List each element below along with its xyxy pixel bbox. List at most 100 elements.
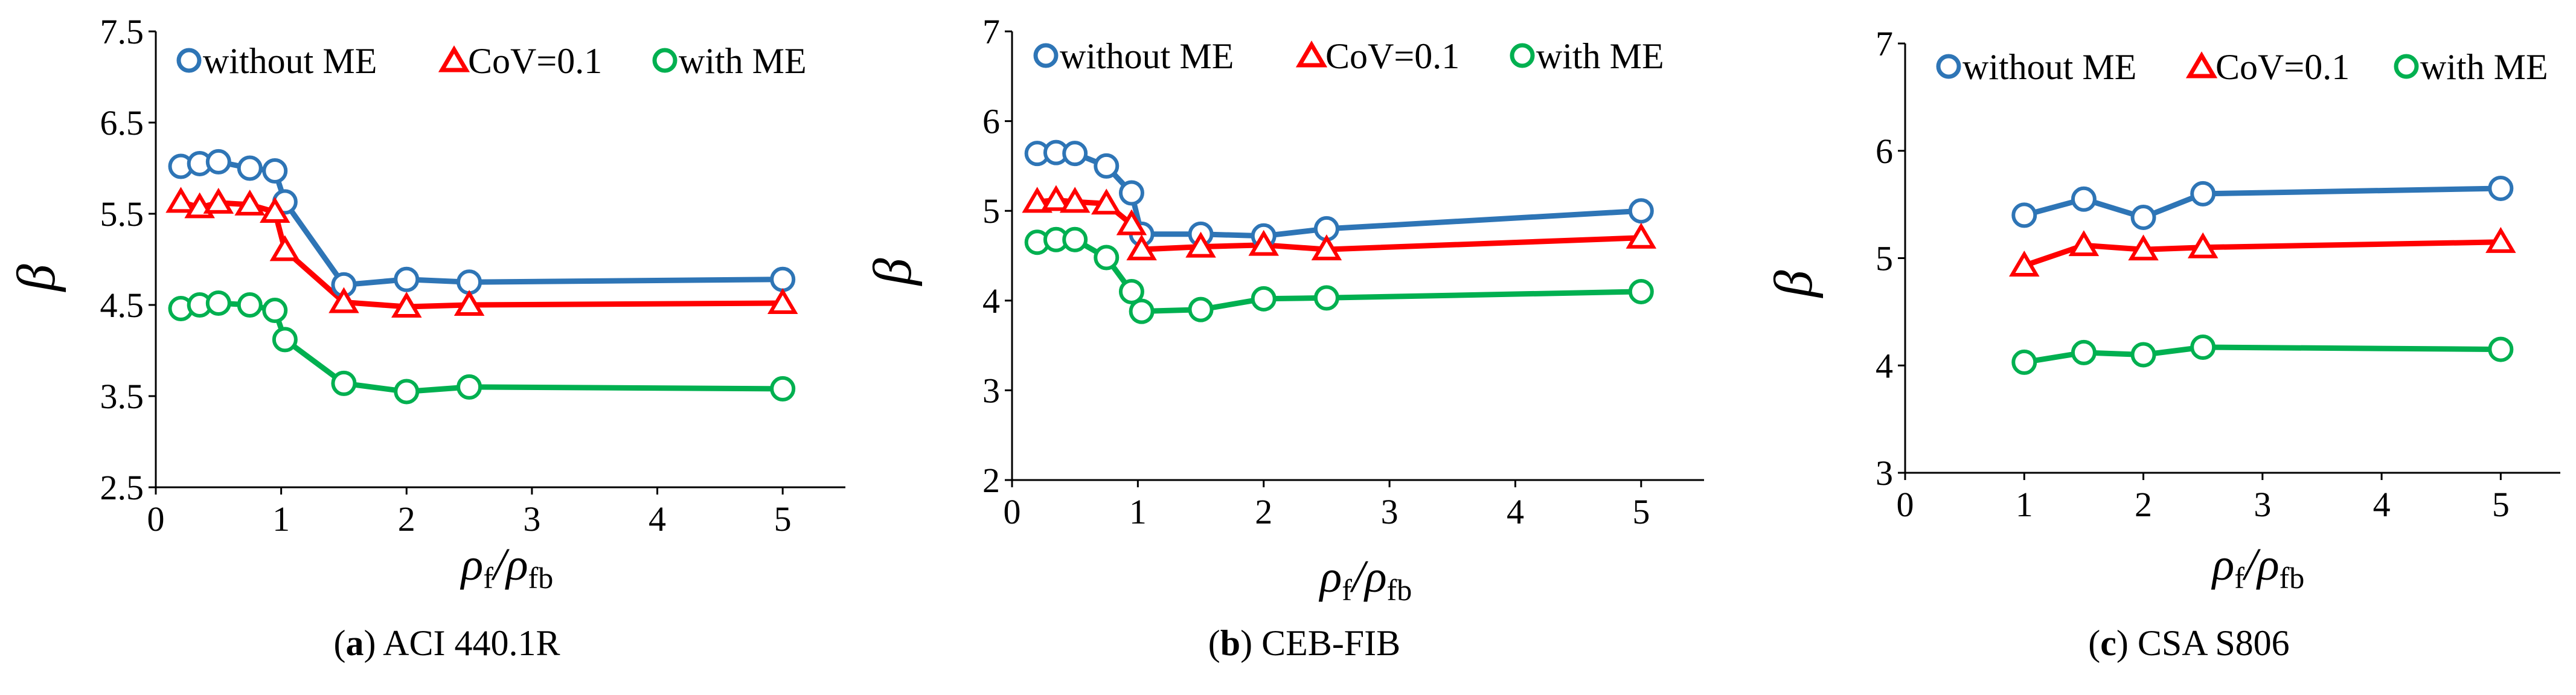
- y-tick-label: 6: [982, 102, 1000, 141]
- data-point-without-me: [2071, 186, 2097, 212]
- x-tick-label: 4: [2373, 485, 2391, 524]
- data-point-cov-0-1: [453, 290, 485, 316]
- x-tick-label: 1: [272, 499, 290, 539]
- data-point-cov-0-1: [2068, 230, 2100, 257]
- data-point-cov-0-1: [234, 189, 265, 216]
- data-point-cov-0-1: [767, 288, 798, 314]
- x-tick-label: 3: [1381, 492, 1399, 531]
- y-tick-label: 5.5: [100, 194, 144, 234]
- data-point-with-me: [262, 298, 288, 324]
- data-point-with-me: [2071, 339, 2097, 365]
- data-point-cov-0-1: [1059, 187, 1091, 213]
- panel-c: 3 4 5 6 7 0 1 2 3 4 5 without ME CoV=0.1 with ME β…: [1764, 24, 2560, 663]
- data-point-with-me: [457, 374, 482, 400]
- x-tick-label: 0: [1004, 492, 1021, 531]
- data-point-cov-0-1: [2009, 251, 2040, 277]
- panel-a-caption: (a) ACI 440.1R: [333, 623, 560, 663]
- legend-marker-without-me: [176, 48, 202, 73]
- y-tick-label: 3: [1876, 453, 1893, 493]
- x-tick-label: 5: [1632, 492, 1650, 531]
- data-point-cov-0-1: [269, 235, 301, 261]
- data-point-with-me: [1094, 245, 1120, 271]
- data-point-with-me: [394, 379, 420, 405]
- x-tick-label: 3: [2254, 485, 2271, 524]
- data-point-cov-0-1: [203, 187, 234, 214]
- data-point-with-me: [272, 327, 298, 353]
- x-tick-label: 2: [2135, 485, 2152, 524]
- x-tick-label: 0: [1897, 485, 1914, 524]
- panel-b-legend: without ME CoV=0.1 with ME: [1033, 36, 1664, 76]
- legend-label-cov: CoV=0.1: [468, 41, 602, 81]
- y-tick-label: 4.5: [100, 286, 144, 325]
- data-point-with-me: [2130, 342, 2156, 368]
- data-point-with-me: [1118, 278, 1144, 304]
- legend-label-cov: CoV=0.1: [2216, 47, 2350, 87]
- panel-b-y-axis-label: β: [863, 258, 923, 286]
- data-point-without-me: [262, 158, 288, 184]
- data-point-cov-0-1: [1040, 185, 1072, 211]
- panel-a-marks: 2.5 3.5 4.5 5.5 6.5 7.5 0 1 2 3 4 5: [100, 12, 845, 539]
- panel-c-y-axis-label: β: [1764, 270, 1824, 298]
- data-point-cov-0-1: [1126, 234, 1157, 261]
- data-point-cov-0-1: [2128, 234, 2159, 261]
- x-tick-label: 4: [649, 499, 666, 539]
- data-point-without-me: [1118, 180, 1144, 206]
- data-point-without-me: [237, 155, 263, 181]
- y-tick-label: 5: [982, 191, 1000, 231]
- data-point-cov-0-1: [1091, 188, 1122, 215]
- data-point-cov-0-1: [260, 197, 290, 223]
- panel-a-y-axis-label: β: [7, 264, 66, 292]
- x-tick-label: 2: [398, 499, 415, 539]
- data-point-cov-0-1: [1311, 234, 1342, 261]
- data-point-with-me: [1062, 226, 1088, 252]
- y-tick-label: 2.5: [100, 468, 144, 507]
- data-point-with-me: [237, 292, 263, 318]
- legend-label-without-me: without ME: [1060, 36, 1234, 76]
- data-point-without-me: [2488, 175, 2514, 201]
- data-point-with-me: [1188, 296, 1214, 322]
- data-point-without-me: [205, 149, 231, 175]
- panel-c-x-axis-label: ρf/ρfb: [2211, 539, 2304, 595]
- panel-c-legend: without ME CoV=0.1 with ME: [1936, 47, 2548, 87]
- panel-c-caption: (c) CSA S806: [2088, 623, 2289, 663]
- data-point-cov-0-1: [1022, 187, 1053, 213]
- x-tick-label: 4: [1507, 492, 1524, 531]
- legend-marker-cov: [1295, 40, 1328, 68]
- x-tick-label: 3: [523, 499, 540, 539]
- y-tick-label: 7: [982, 12, 1000, 51]
- data-point-without-me: [1062, 141, 1088, 167]
- legend-label-without-me: without ME: [1962, 47, 2136, 87]
- y-tick-label: 7.5: [100, 12, 144, 51]
- data-point-with-me: [2190, 335, 2216, 360]
- data-point-cov-0-1: [391, 292, 422, 318]
- data-point-cov-0-1: [1248, 229, 1279, 256]
- legend-marker-with-me: [2394, 54, 2419, 79]
- legend-marker-cov: [438, 45, 470, 72]
- y-tick-label: 5: [1876, 239, 1893, 278]
- data-point-without-me: [457, 269, 482, 295]
- data-point-without-me: [770, 266, 796, 292]
- data-point-cov-0-1: [165, 187, 196, 213]
- x-tick-label: 1: [2016, 485, 2033, 524]
- y-tick-label: 6: [1876, 132, 1893, 171]
- legend-marker-without-me: [1936, 54, 1961, 79]
- panel-b-caption: (b) CEB-FIB: [1208, 623, 1400, 663]
- data-point-with-me: [1628, 278, 1654, 304]
- y-tick-label: 4: [982, 281, 1000, 321]
- data-point-cov-0-1: [1626, 222, 1657, 249]
- legend-marker-with-me: [652, 48, 678, 73]
- x-tick-label: 1: [1129, 492, 1147, 531]
- panel-a-legend: without ME CoV=0.1 with ME: [176, 41, 807, 81]
- data-point-cov-0-1: [2187, 232, 2219, 258]
- y-tick-label: 4: [1876, 346, 1893, 385]
- data-point-with-me: [2488, 336, 2514, 362]
- data-point-without-me: [1628, 198, 1654, 224]
- data-point-without-me: [2130, 204, 2156, 230]
- x-tick-label: 2: [1255, 492, 1272, 531]
- legend-marker-with-me: [1510, 43, 1535, 68]
- data-point-cov-0-1: [328, 287, 359, 313]
- data-point-cov-0-1: [1116, 209, 1147, 235]
- legend-label-with-me: with ME: [1536, 36, 1664, 76]
